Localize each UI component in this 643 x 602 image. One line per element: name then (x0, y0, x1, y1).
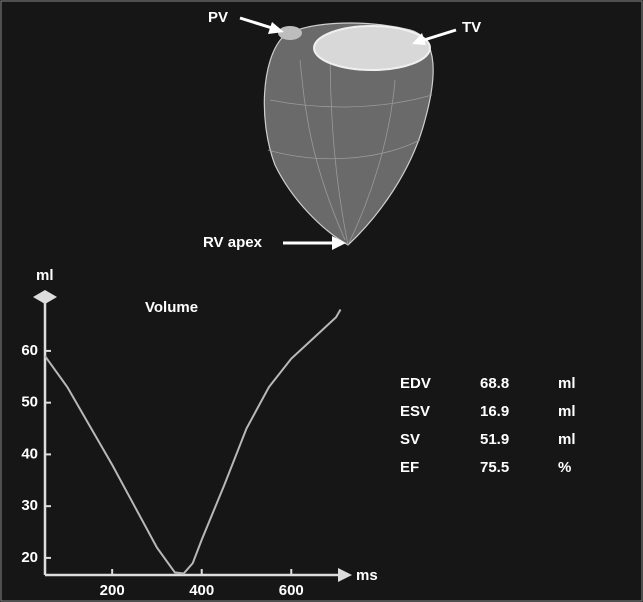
x-tick-label: 200 (100, 582, 125, 599)
stat-value: 51.9 (480, 431, 509, 448)
tricuspid-valve (314, 26, 430, 70)
y-tick-label: 40 (21, 445, 38, 462)
stat-name: EF (400, 459, 419, 476)
stat-name: ESV (400, 403, 430, 420)
x-axis-label: ms (356, 567, 378, 584)
y-tick-label: 60 (21, 342, 38, 359)
y-tick-label: 30 (21, 497, 38, 514)
stat-value: 68.8 (480, 375, 509, 392)
stat-unit: ml (558, 403, 576, 420)
y-tick-label: 50 (21, 394, 38, 411)
stat-unit: ml (558, 375, 576, 392)
pv-label: PV (208, 9, 228, 26)
x-tick-label: 600 (279, 582, 304, 599)
stat-value: 75.5 (480, 459, 509, 476)
screen: PV TV RV apex ml ms Volume 20 30 40 50 60 200… (0, 0, 643, 602)
stat-name: EDV (400, 375, 431, 392)
stat-unit: ml (558, 431, 576, 448)
stat-name: SV (400, 431, 420, 448)
chart-title: Volume (145, 299, 198, 316)
stat-unit: % (558, 459, 571, 476)
stat-value: 16.9 (480, 403, 509, 420)
y-tick-label: 20 (21, 549, 38, 566)
y-axis-label: ml (36, 267, 54, 284)
apex-label: RV apex (203, 234, 263, 251)
x-tick-label: 400 (189, 582, 214, 599)
tv-label: TV (462, 19, 481, 36)
pulmonary-valve (278, 26, 302, 40)
